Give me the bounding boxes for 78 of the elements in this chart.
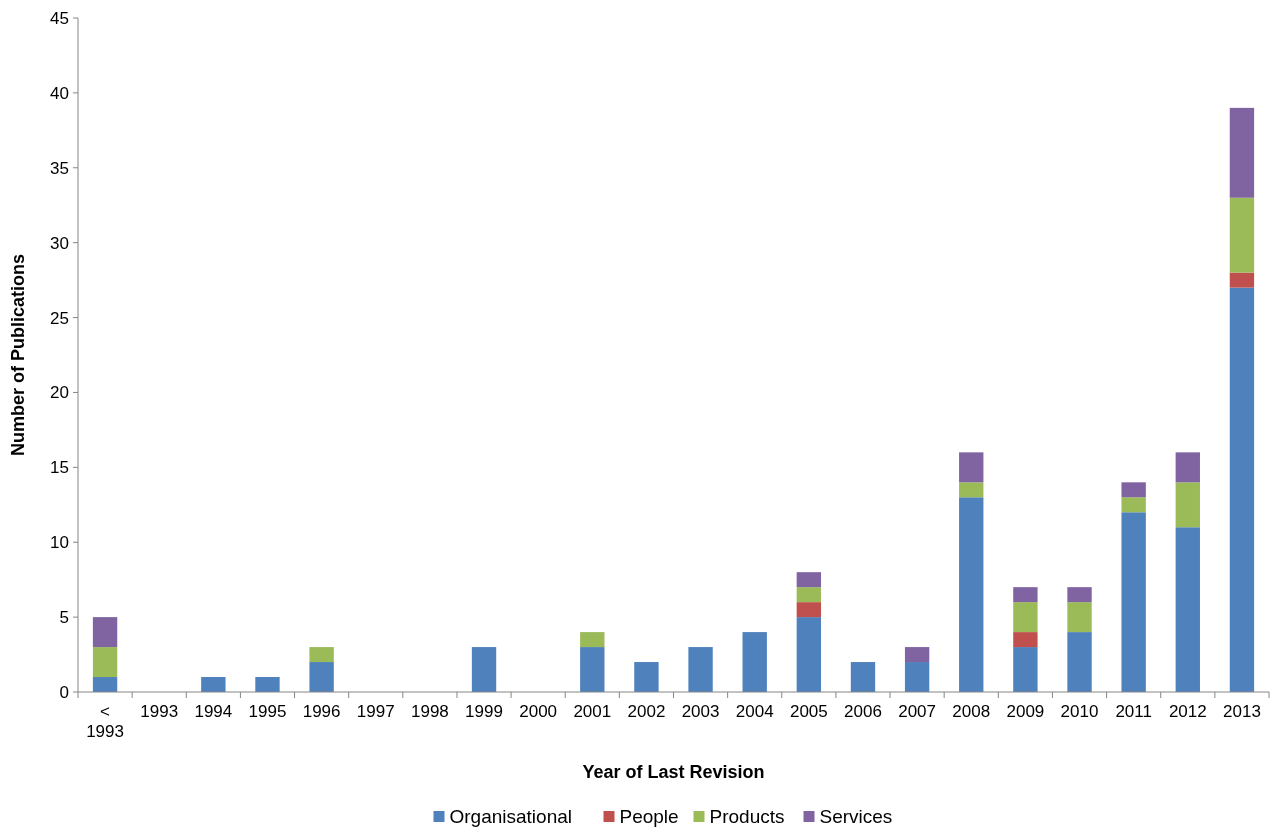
x-tick-label: 2008 (952, 702, 991, 721)
y-axis-title: Number of Publications (8, 253, 28, 457)
bar (796, 602, 822, 618)
x-tick-label: 2001 (573, 702, 612, 721)
x-tick-label: 1995 (248, 702, 287, 721)
x-axis-title: Year of Last Revision (582, 762, 765, 782)
bar (1229, 287, 1255, 692)
bar (1067, 602, 1092, 633)
bar (1175, 527, 1200, 692)
x-tick-label: 2002 (627, 702, 666, 721)
y-tick-label: 25 (50, 308, 69, 328)
bar (201, 677, 226, 692)
bar (92, 677, 118, 692)
y-tick-label: 0 (59, 682, 69, 702)
bar (92, 617, 118, 648)
y-tick-label: 10 (50, 533, 69, 553)
x-tick-label: 1999 (465, 702, 503, 721)
y-tick-label: 20 (50, 383, 69, 403)
bar (1013, 587, 1038, 603)
x-tick-label: 2009 (1006, 702, 1045, 721)
bar (1013, 632, 1038, 648)
bar (1121, 482, 1146, 498)
bar (959, 482, 984, 498)
x-tick-label: 2000 (519, 702, 558, 721)
bar (959, 497, 984, 692)
bar (904, 647, 930, 663)
x-tick-label: 2012 (1168, 702, 1207, 721)
bar (580, 647, 605, 692)
bar (1067, 587, 1092, 603)
x-tick-label: 2005 (789, 702, 828, 721)
x-tick-label: 1993 (140, 702, 179, 721)
bar (796, 587, 822, 603)
bar (1175, 482, 1200, 528)
bar (471, 647, 497, 692)
bar (309, 647, 334, 663)
bar (309, 662, 334, 692)
bar (1175, 452, 1200, 483)
bar (1013, 602, 1038, 633)
bar (688, 647, 713, 692)
bar (580, 632, 605, 648)
bar (1229, 197, 1255, 273)
x-tick-label: < 1993 (86, 702, 124, 741)
y-tick-label: 15 (50, 458, 69, 478)
bar (92, 647, 118, 678)
y-tick-label: 30 (50, 233, 69, 253)
x-tick-label: 2011 (1115, 702, 1152, 721)
bar (1121, 512, 1146, 692)
bar (850, 662, 876, 692)
x-tick-label: 2013 (1223, 702, 1261, 721)
x-tick-label: 2003 (681, 702, 720, 721)
x-tick-label: 1996 (302, 702, 341, 721)
legend-label: Products (709, 806, 785, 827)
bar (1067, 632, 1092, 692)
bar (796, 572, 822, 588)
bar (1229, 107, 1255, 198)
x-tick-label: 1998 (410, 702, 449, 721)
bar (1013, 647, 1038, 692)
x-tick-label: 1997 (356, 702, 395, 721)
bar (634, 662, 659, 692)
bar (959, 452, 984, 483)
bar (1121, 497, 1146, 513)
y-tick-label: 5 (59, 608, 69, 628)
y-tick-label: 45 (50, 8, 69, 28)
bar (255, 677, 280, 692)
x-tick-label: 2006 (844, 702, 882, 721)
legend-label: People (619, 806, 679, 827)
y-tick-label: 40 (50, 83, 69, 103)
x-tick-label: 2007 (898, 702, 937, 721)
bar (904, 662, 930, 692)
y-tick-label: 35 (50, 158, 69, 178)
bar (742, 632, 767, 692)
x-tick-label: 2010 (1060, 702, 1099, 721)
legend-label: Services (819, 806, 893, 827)
x-tick-label: 1994 (194, 702, 233, 721)
bar (1229, 272, 1255, 288)
bar (796, 617, 822, 692)
x-tick-label: 2004 (735, 702, 774, 721)
legend-label: Organisational (449, 806, 573, 827)
